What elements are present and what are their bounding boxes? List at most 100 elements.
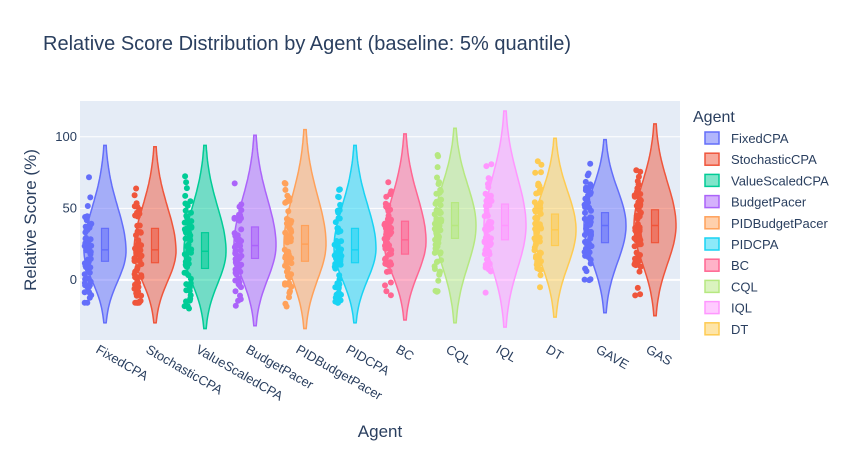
box-iqr bbox=[400, 220, 410, 255]
data-point bbox=[237, 237, 244, 244]
data-point bbox=[335, 285, 342, 292]
data-point bbox=[633, 249, 640, 256]
data-point bbox=[285, 208, 292, 215]
data-point bbox=[187, 247, 194, 254]
data-point bbox=[183, 185, 190, 192]
data-point bbox=[233, 260, 240, 267]
data-point bbox=[86, 174, 92, 181]
data-point bbox=[436, 208, 443, 215]
data-point bbox=[87, 194, 94, 201]
data-point bbox=[433, 246, 439, 253]
data-point bbox=[635, 199, 642, 206]
data-point bbox=[482, 202, 489, 209]
data-point bbox=[437, 250, 444, 257]
data-point bbox=[132, 274, 139, 281]
data-point bbox=[434, 164, 441, 171]
data-point bbox=[137, 251, 144, 258]
data-point bbox=[634, 284, 641, 291]
legend-swatch bbox=[704, 152, 720, 166]
points bbox=[631, 167, 644, 299]
legend-swatch bbox=[704, 322, 720, 336]
data-point bbox=[87, 278, 94, 285]
box-iqr bbox=[150, 227, 160, 264]
data-point bbox=[435, 181, 442, 187]
data-point bbox=[238, 207, 245, 214]
data-point bbox=[587, 181, 594, 188]
data-point bbox=[537, 249, 544, 256]
data-point bbox=[332, 298, 339, 305]
violin-valuescaledcpa bbox=[181, 144, 227, 330]
data-point bbox=[134, 299, 141, 306]
data-point bbox=[383, 230, 390, 236]
data-point bbox=[335, 261, 342, 268]
data-point bbox=[383, 288, 390, 295]
points bbox=[281, 180, 295, 310]
data-point bbox=[482, 289, 489, 296]
legend-swatch bbox=[704, 258, 720, 272]
data-point bbox=[533, 190, 540, 197]
data-point bbox=[335, 289, 342, 296]
data-point bbox=[387, 224, 394, 231]
x-tick-label: BC bbox=[394, 342, 417, 364]
violin-pidcpa bbox=[331, 144, 377, 324]
legend-item: ValueScaledCPA bbox=[704, 173, 829, 188]
data-point bbox=[387, 279, 394, 286]
data-point bbox=[482, 190, 489, 197]
data-point bbox=[481, 213, 488, 220]
data-point bbox=[484, 181, 491, 187]
data-point bbox=[337, 297, 344, 304]
data-point bbox=[286, 220, 293, 227]
data-point bbox=[282, 199, 289, 206]
data-point bbox=[388, 188, 395, 195]
legend-swatch bbox=[704, 300, 720, 315]
data-point bbox=[238, 226, 245, 233]
data-point bbox=[188, 209, 194, 216]
legend-item: FixedCPA bbox=[704, 131, 789, 146]
legend-label: CQL bbox=[731, 279, 758, 294]
data-point bbox=[334, 225, 341, 232]
data-point bbox=[382, 255, 389, 262]
violin-pidbudgetpacer bbox=[281, 128, 327, 330]
x-tick-label: IQL bbox=[494, 342, 520, 365]
data-point bbox=[183, 229, 190, 236]
data-point bbox=[435, 277, 442, 284]
data-point bbox=[81, 271, 88, 278]
data-point bbox=[583, 227, 590, 234]
data-point bbox=[581, 276, 588, 283]
violin-iql bbox=[481, 110, 527, 328]
legend-swatch bbox=[704, 194, 720, 209]
data-point bbox=[636, 268, 643, 275]
data-point bbox=[582, 252, 589, 259]
data-point bbox=[235, 253, 242, 260]
legend-label: IQL bbox=[731, 301, 752, 316]
data-point bbox=[587, 189, 594, 196]
data-point bbox=[433, 198, 440, 205]
legend-label: BudgetPacer bbox=[731, 195, 807, 210]
chart-title: Relative Score Distribution by Agent (ba… bbox=[43, 33, 571, 55]
data-point bbox=[133, 232, 139, 239]
data-point bbox=[285, 194, 292, 201]
data-point bbox=[133, 185, 140, 192]
legend-swatch bbox=[704, 216, 720, 230]
data-point bbox=[587, 276, 594, 283]
data-point bbox=[333, 249, 340, 256]
data-point bbox=[486, 176, 493, 182]
data-point bbox=[87, 264, 94, 271]
data-point bbox=[181, 251, 188, 258]
data-point bbox=[384, 216, 391, 223]
box-iqr bbox=[500, 203, 510, 241]
data-point bbox=[185, 256, 192, 263]
data-point bbox=[438, 196, 445, 203]
data-point bbox=[631, 193, 638, 200]
data-point bbox=[283, 303, 290, 310]
data-point bbox=[188, 224, 195, 231]
legend-item: PIDCPA bbox=[704, 237, 779, 252]
data-point bbox=[184, 214, 191, 221]
data-point bbox=[335, 207, 342, 214]
violin-budgetpacer bbox=[231, 134, 277, 327]
violin-bc bbox=[381, 133, 427, 321]
data-point bbox=[488, 219, 495, 226]
data-point bbox=[83, 234, 89, 241]
data-point bbox=[636, 257, 643, 264]
data-point bbox=[385, 262, 392, 269]
